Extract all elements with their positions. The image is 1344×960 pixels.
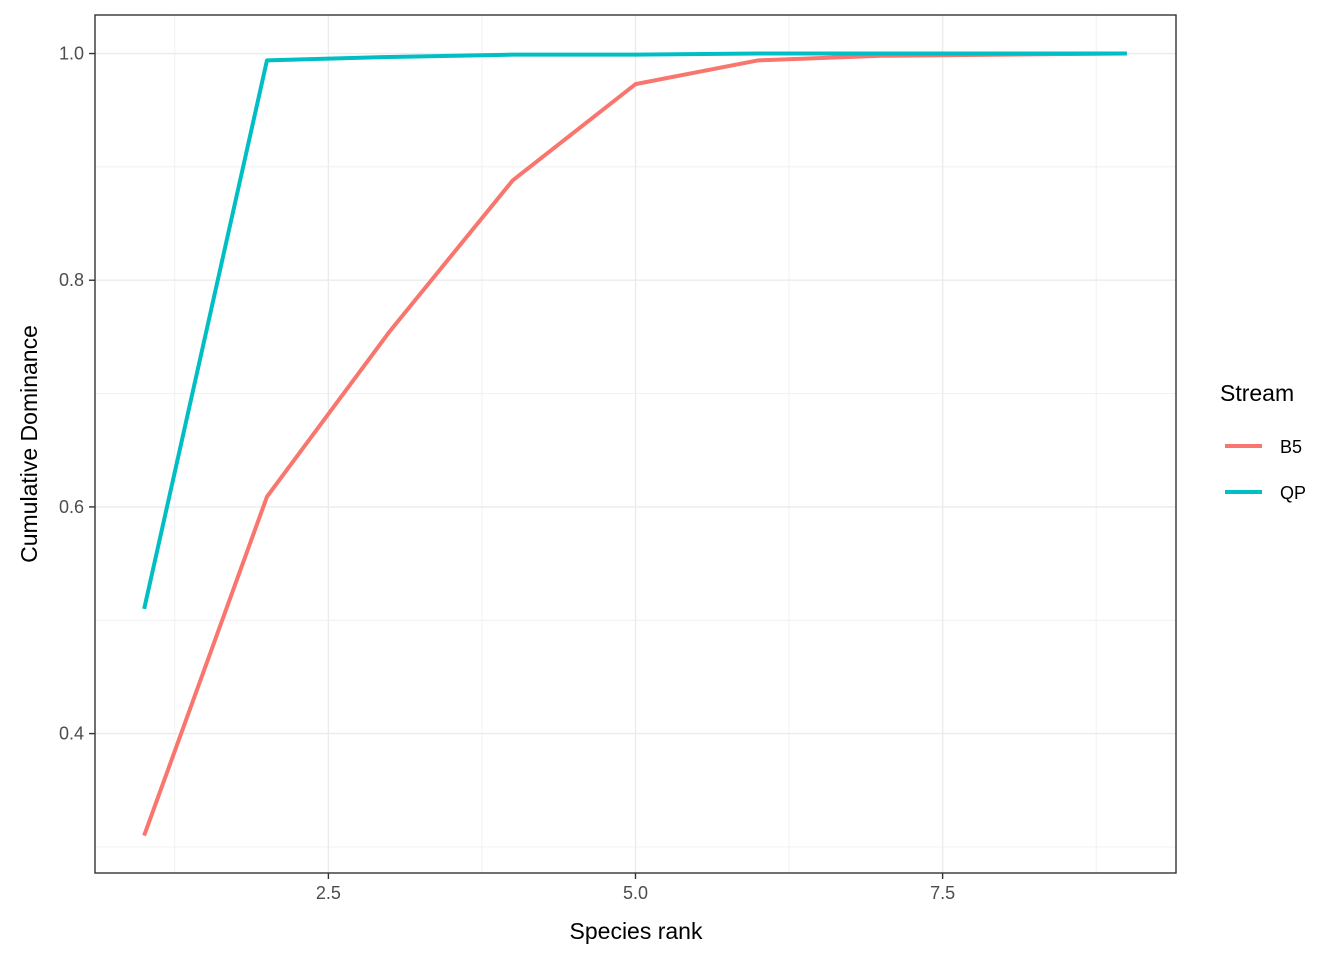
y-tick-label: 1.0	[59, 44, 84, 64]
legend-title: Stream	[1220, 380, 1294, 406]
legend-items: B5 QP	[1225, 437, 1306, 503]
y-axis: 0.4 0.6 0.8 1.0	[59, 44, 95, 744]
x-tick-label: 2.5	[316, 883, 341, 903]
x-tick-label: 7.5	[930, 883, 955, 903]
legend: Stream B5 QP	[1220, 380, 1306, 503]
y-tick-label: 0.8	[59, 270, 84, 290]
series-line-qp	[142, 51, 1127, 610]
x-tick-label: 5.0	[623, 883, 648, 903]
y-tick-label: 0.6	[59, 497, 84, 517]
y-axis-title: Cumulative Dominance	[16, 325, 42, 563]
y-tick-label: 0.4	[59, 724, 84, 744]
legend-label-b5: B5	[1280, 437, 1302, 457]
x-axis: 2.5 5.0 7.5	[316, 873, 955, 903]
series-lines	[142, 51, 1127, 837]
legend-label-qp: QP	[1280, 483, 1306, 503]
x-axis-title: Species rank	[570, 918, 703, 944]
